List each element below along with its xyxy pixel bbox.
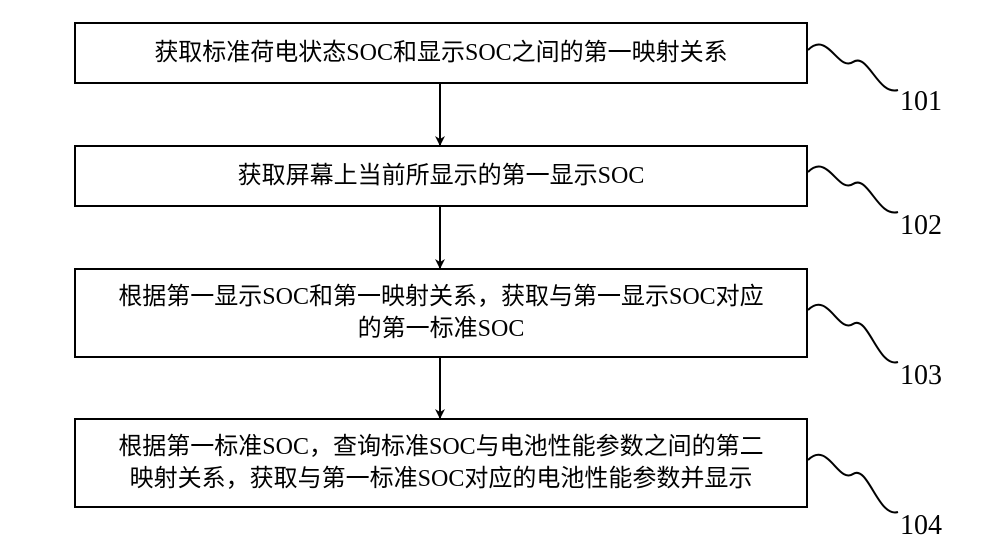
squiggle-104 [808,455,898,513]
flowchart-canvas: 获取标准荷电状态SOC和显示SOC之间的第一映射关系 获取屏幕上当前所显示的第一… [0,0,1000,533]
step-label-103: 103 [900,360,942,392]
flow-step-3-text: 根据第一显示SOC和第一映射关系，获取与第一显示SOC对应 的第一标准SOC [118,281,763,346]
squiggle-102 [808,167,898,213]
squiggle-101 [808,45,898,91]
flow-step-4-text: 根据第一标准SOC，查询标准SOC与电池性能参数之间的第二 映射关系，获取与第一… [118,431,763,496]
step-label-102: 102 [900,210,942,242]
flow-step-1-text: 获取标准荷电状态SOC和显示SOC之间的第一映射关系 [154,37,727,69]
flow-step-1: 获取标准荷电状态SOC和显示SOC之间的第一映射关系 [74,22,808,84]
flow-step-2: 获取屏幕上当前所显示的第一显示SOC [74,145,808,207]
squiggle-103 [808,305,898,363]
step-label-101: 101 [900,86,942,118]
flow-step-2-text: 获取屏幕上当前所显示的第一显示SOC [238,160,645,192]
flow-step-3: 根据第一显示SOC和第一映射关系，获取与第一显示SOC对应 的第一标准SOC [74,268,808,358]
flow-step-4: 根据第一标准SOC，查询标准SOC与电池性能参数之间的第二 映射关系，获取与第一… [74,418,808,508]
step-label-104: 104 [900,510,942,542]
